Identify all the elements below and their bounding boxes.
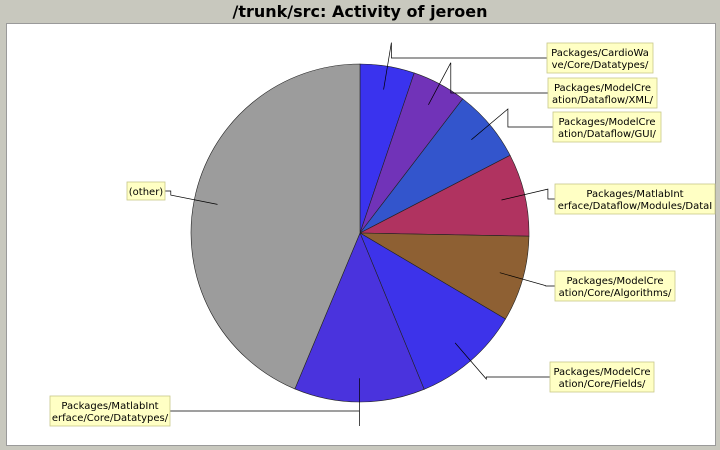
slice-label-4: Packages/ModelCre ation/Core/Algorithms/ <box>559 276 672 299</box>
leader-line-7 <box>165 190 218 205</box>
leader-line-3 <box>501 188 555 201</box>
chart-title: /trunk/src: Activity of jeroen <box>232 2 488 21</box>
slice-label-3: Packages/MatlabInt erface/Dataflow/Module… <box>558 189 713 212</box>
slice-label-box-0 <box>546 42 654 74</box>
leader-line-0 <box>383 42 547 90</box>
slice-label-box-6 <box>49 395 171 427</box>
slice-label-box-2 <box>552 111 662 143</box>
slice-label-1: Packages/ModelCre ation/Dataflow/XML/ <box>552 83 654 106</box>
slice-label-0: Packages/CardioWa ve/Core/Datatypes/ <box>551 48 649 71</box>
leader-line-5 <box>454 342 550 380</box>
slice-label-7: (other) <box>129 187 164 198</box>
leader-line-2 <box>471 108 553 140</box>
slice-label-5: Packages/ModelCre ation/Core/Fields/ <box>553 367 650 390</box>
leader-line-4 <box>499 272 555 287</box>
slice-label-2: Packages/ModelCre ation/Dataflow/GUI/ <box>558 117 657 140</box>
slice-label-box-5 <box>549 361 655 393</box>
slice-label-6: Packages/MatlabInt erface/Core/Datatypes/ <box>52 401 169 424</box>
slice-label-box-4 <box>554 270 676 302</box>
leader-line-1 <box>428 62 548 105</box>
leader-line-6 <box>170 378 360 427</box>
slice-label-box-1 <box>547 77 658 109</box>
slice-label-box-7 <box>126 181 166 201</box>
slice-label-box-3 <box>554 183 716 215</box>
